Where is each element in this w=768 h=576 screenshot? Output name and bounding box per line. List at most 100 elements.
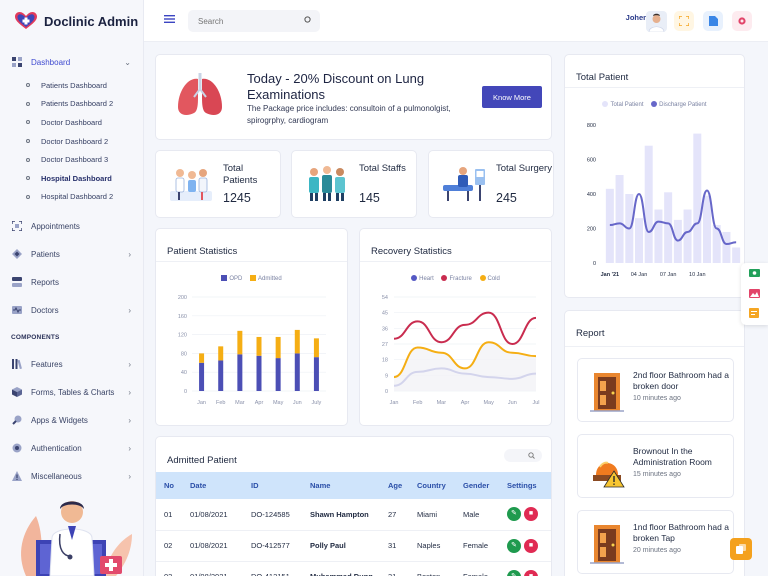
sub-item-label: Doctor Dashboard 2 (41, 136, 109, 146)
total-patient-card: Total Patient Total Patient Discharge Pa… (564, 54, 745, 298)
legend-item[interactable]: Discharge Patient (651, 101, 707, 108)
settings-button[interactable] (732, 11, 752, 31)
y-tick-label: 0 (385, 389, 388, 395)
section-title-components: COMPONENTS (11, 333, 60, 341)
image-icon[interactable] (749, 289, 760, 298)
column-header[interactable]: Age (380, 472, 409, 499)
sub-item-patients-dashboard[interactable]: Patients Dashboard (26, 76, 143, 95)
search-icon[interactable] (304, 16, 312, 24)
cell-age: 31 (380, 530, 409, 562)
column-header[interactable]: No (156, 472, 182, 499)
table-row[interactable]: 02 01/08/2021 DO-412577 Polly Paul 31 Na… (156, 530, 551, 562)
sidebar-item-features[interactable]: Features › (0, 350, 143, 378)
column-header[interactable]: Settings (499, 472, 551, 499)
bar-admitted (275, 336, 281, 359)
features-icon (11, 359, 22, 370)
stat-label: Total Staffs (359, 163, 406, 174)
bullet-icon (26, 139, 30, 144)
report-item[interactable]: Brownout In the Administration Room 15 m… (577, 434, 734, 498)
sub-item-doctor-dashboard[interactable]: Doctor Dashboard (26, 113, 143, 132)
dashboard-submenu: Patients Dashboard Patients Dashboard 2 … (0, 76, 143, 206)
sidebar-item-reports[interactable]: Reports (0, 268, 143, 296)
column-header[interactable]: Gender (455, 472, 499, 499)
legend-label: Heart (419, 276, 434, 282)
gear-icon (738, 17, 746, 25)
sidebar-item-miscellaneous[interactable]: Miscellaneous › (0, 462, 143, 490)
x-tick-label: 10 Jan (689, 272, 706, 278)
sidebar-item-dashboard[interactable]: Dashboard ⌄ (0, 48, 143, 76)
y-tick-label: 80 (181, 351, 187, 357)
trash-icon[interactable]: ■ (524, 569, 538, 576)
series-line-cold (393, 341, 537, 379)
sidebar-item-apps-widgets[interactable]: Apps & Widgets › (0, 406, 143, 434)
sub-item-doctor-dashboard-2[interactable]: Doctor Dashboard 2 (26, 132, 143, 151)
chevron-right-icon: › (128, 443, 131, 453)
edit-icon[interactable]: ✎ (507, 569, 521, 576)
bar-total-patient (644, 145, 653, 263)
y-tick-label: 36 (382, 326, 388, 332)
legend-item[interactable]: Admitted (250, 275, 282, 282)
brand[interactable]: Doclinic Admin (0, 0, 143, 42)
legend-item[interactable]: Cold (479, 275, 500, 282)
cell-gender: Female (455, 530, 499, 562)
edit-icon[interactable]: ✎ (507, 507, 521, 522)
y-tick-label: 160 (178, 314, 187, 320)
table-row[interactable]: 03 01/08/2021 DO-412151 Muhammad Dunn 31… (156, 561, 551, 576)
edit-icon[interactable]: ✎ (507, 538, 521, 553)
sidebar-item-label: Appointments (31, 221, 80, 231)
sidebar-item-appointments[interactable]: Appointments (0, 212, 143, 240)
sidebar-item-patients[interactable]: Patients › (0, 240, 143, 268)
know-more-button[interactable]: Know More (482, 86, 542, 108)
menu-toggle-icon[interactable] (164, 14, 176, 26)
card-title: Report (576, 328, 605, 339)
column-header[interactable]: Country (409, 472, 455, 499)
x-tick-label: Feb (216, 400, 225, 406)
legend-item[interactable]: Total Patient (602, 101, 644, 108)
sidebar-item-authentication[interactable]: Authentication › (0, 434, 143, 462)
recovery-statistics-chart: 0 9 18 27 36 45 54 Jan Feb Mar Apr May Jun Jul (382, 295, 540, 406)
legend-item[interactable]: OPD (221, 275, 242, 282)
notes-button[interactable] (703, 11, 723, 31)
legend-item[interactable]: Fracture (441, 275, 472, 282)
chevron-right-icon: › (128, 249, 131, 259)
search-input[interactable] (188, 10, 320, 32)
trash-icon[interactable]: ■ (524, 538, 538, 553)
note-icon[interactable] (749, 308, 759, 318)
sub-item-patients-dashboard-2[interactable]: Patients Dashboard 2 (26, 95, 143, 114)
x-tick-label: 04 Jan (631, 272, 648, 278)
sidebar-item-forms-tables-charts[interactable]: Forms, Tables & Charts › (0, 378, 143, 406)
column-header[interactable]: Date (182, 472, 243, 499)
sub-item-hospital-dashboard-2[interactable]: Hospital Dashboard 2 (26, 188, 143, 207)
x-tick-label: Mar (235, 400, 245, 406)
fullscreen-button[interactable] (674, 11, 694, 31)
table-row[interactable]: 01 01/08/2021 DO-124585 Shawn Hampton 27… (156, 499, 551, 531)
money-icon[interactable] (749, 269, 760, 277)
bar-opd (199, 362, 205, 391)
legend-item[interactable]: Heart (411, 275, 434, 282)
door-icon (590, 373, 624, 412)
bar-total-patient (605, 188, 614, 263)
chevron-right-icon: › (128, 387, 131, 397)
stat-value: 245 (496, 191, 517, 205)
column-header[interactable]: Name (302, 472, 380, 499)
bar-total-patient (635, 218, 643, 263)
table-search[interactable] (504, 449, 542, 462)
y-tick-label: 200 (587, 227, 596, 233)
avatar[interactable] (646, 11, 667, 32)
cell-date: 01/08/2021 (182, 561, 243, 576)
recovery-statistics-card: Recovery Statistics Heart Fracture Cold … (359, 228, 552, 426)
quick-action-button[interactable] (730, 538, 752, 560)
report-time: 10 minutes ago (633, 395, 681, 402)
x-tick-label: Jul (532, 400, 539, 406)
sidebar-item-label: Features (31, 359, 63, 369)
report-item[interactable]: 1nd floor Bathroom had a broken Tap 20 m… (577, 510, 734, 574)
bullet-icon (26, 194, 30, 199)
report-item[interactable]: 2nd floor Bathroom had a broken door 10 … (577, 358, 734, 422)
sub-item-hospital-dashboard[interactable]: Hospital Dashboard (26, 169, 143, 188)
x-tick-label: Jun (508, 400, 517, 406)
trash-icon[interactable]: ■ (524, 507, 538, 522)
column-header[interactable]: ID (243, 472, 302, 499)
cell-date: 01/08/2021 (182, 499, 243, 531)
sidebar-item-doctors[interactable]: Doctors › (0, 296, 143, 324)
sub-item-doctor-dashboard-3[interactable]: Doctor Dashboard 3 (26, 150, 143, 169)
